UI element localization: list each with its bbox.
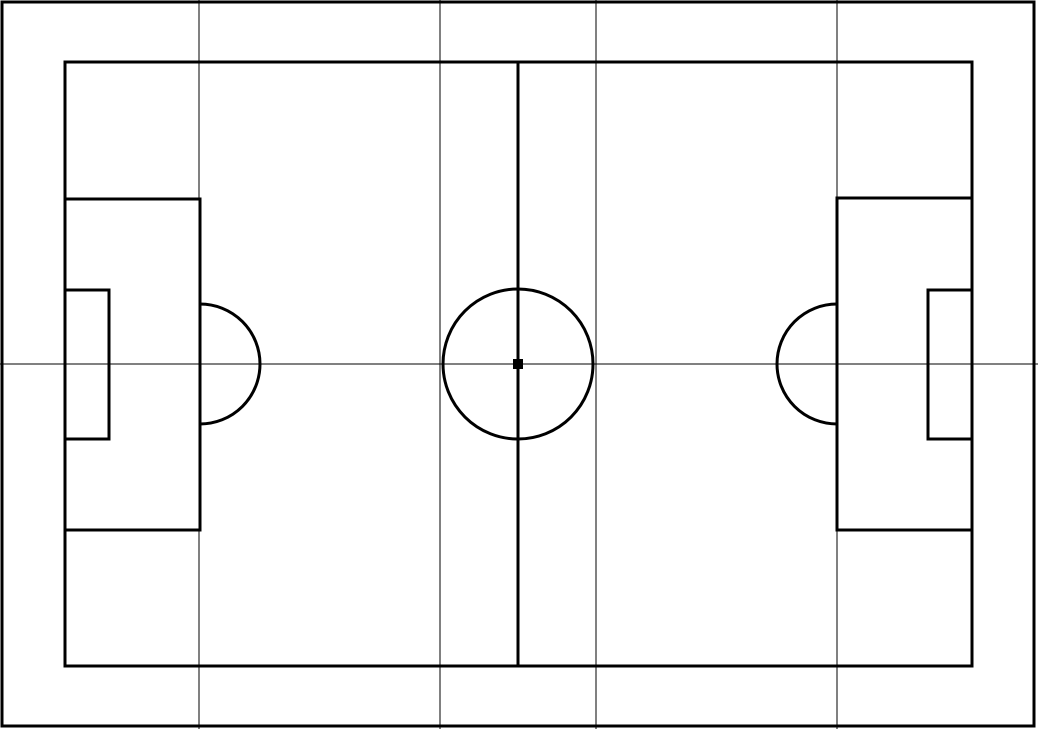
left-penalty-arc (199, 302, 262, 426)
centre-circle (441, 287, 595, 441)
right-goal-area (926, 288, 974, 441)
right-penalty-arc (775, 302, 838, 426)
left-goal-area (63, 288, 111, 441)
centre-spot (513, 359, 523, 369)
